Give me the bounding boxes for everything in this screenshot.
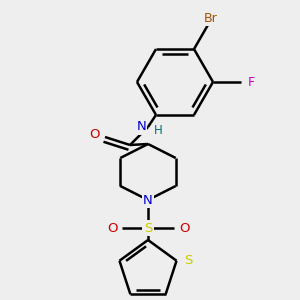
Text: N: N: [143, 194, 153, 206]
Text: H: H: [154, 124, 163, 136]
Text: S: S: [144, 221, 152, 235]
Text: O: O: [179, 221, 189, 235]
Text: F: F: [248, 76, 255, 88]
Text: S: S: [184, 254, 193, 267]
Text: Br: Br: [204, 12, 218, 25]
Text: O: O: [90, 128, 100, 142]
Text: O: O: [107, 221, 117, 235]
Text: N: N: [136, 121, 146, 134]
